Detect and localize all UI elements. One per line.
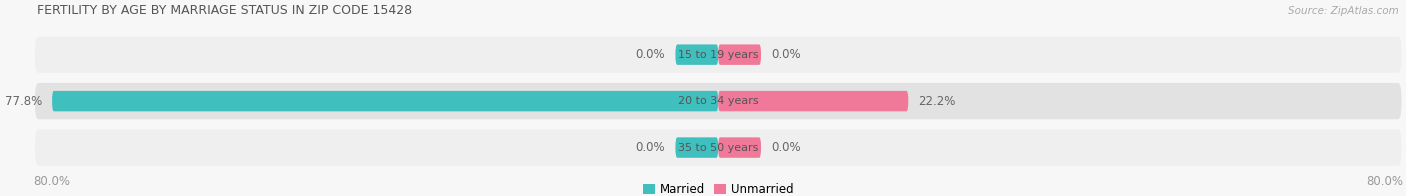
FancyBboxPatch shape bbox=[52, 91, 718, 111]
FancyBboxPatch shape bbox=[718, 91, 908, 111]
Text: 77.8%: 77.8% bbox=[4, 95, 42, 108]
Text: 0.0%: 0.0% bbox=[636, 141, 665, 154]
FancyBboxPatch shape bbox=[718, 137, 761, 158]
FancyBboxPatch shape bbox=[675, 137, 718, 158]
Text: 80.0%: 80.0% bbox=[34, 174, 70, 188]
Text: 0.0%: 0.0% bbox=[636, 48, 665, 61]
Text: 15 to 19 years: 15 to 19 years bbox=[678, 50, 758, 60]
Legend: Married, Unmarried: Married, Unmarried bbox=[643, 183, 793, 196]
FancyBboxPatch shape bbox=[35, 36, 1402, 73]
Text: Source: ZipAtlas.com: Source: ZipAtlas.com bbox=[1288, 5, 1399, 15]
FancyBboxPatch shape bbox=[35, 129, 1402, 166]
Text: 0.0%: 0.0% bbox=[772, 48, 801, 61]
Text: 20 to 34 years: 20 to 34 years bbox=[678, 96, 758, 106]
Text: 22.2%: 22.2% bbox=[918, 95, 956, 108]
FancyBboxPatch shape bbox=[675, 44, 718, 65]
FancyBboxPatch shape bbox=[35, 83, 1402, 119]
FancyBboxPatch shape bbox=[718, 44, 761, 65]
Text: 80.0%: 80.0% bbox=[1367, 174, 1403, 188]
Text: FERTILITY BY AGE BY MARRIAGE STATUS IN ZIP CODE 15428: FERTILITY BY AGE BY MARRIAGE STATUS IN Z… bbox=[38, 4, 412, 17]
Text: 0.0%: 0.0% bbox=[772, 141, 801, 154]
Text: 35 to 50 years: 35 to 50 years bbox=[678, 142, 758, 152]
